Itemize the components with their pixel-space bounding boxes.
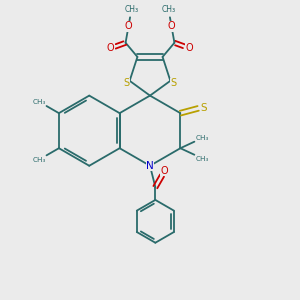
Text: S: S <box>200 103 207 113</box>
Text: CH₃: CH₃ <box>196 135 209 141</box>
Text: CH₃: CH₃ <box>196 155 209 161</box>
Text: O: O <box>168 21 175 32</box>
Text: O: O <box>107 43 114 53</box>
Text: CH₃: CH₃ <box>33 99 46 105</box>
Text: O: O <box>125 21 132 32</box>
Text: CH₃: CH₃ <box>124 5 138 14</box>
Text: S: S <box>171 78 177 88</box>
Text: O: O <box>161 166 169 176</box>
Text: CH₃: CH₃ <box>162 5 176 14</box>
Text: S: S <box>123 78 129 88</box>
Text: O: O <box>186 43 193 53</box>
Text: CH₃: CH₃ <box>33 157 46 163</box>
Text: N: N <box>146 161 154 171</box>
